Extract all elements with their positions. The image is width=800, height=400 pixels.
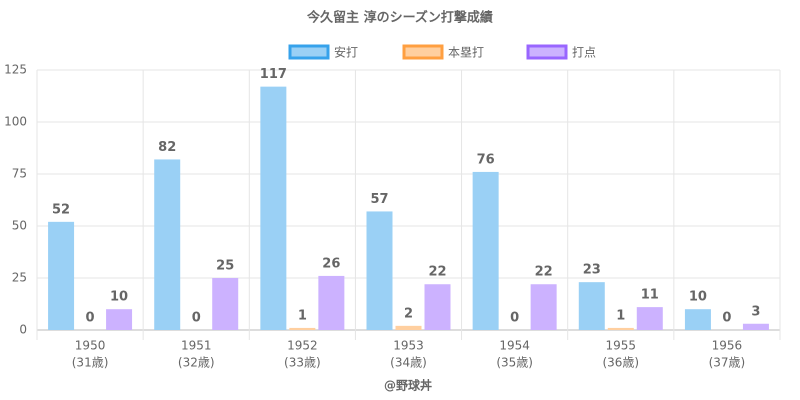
x-tick-sublabel: (31歳): [72, 356, 109, 370]
data-label: 0: [510, 311, 519, 326]
bar: [366, 211, 393, 330]
x-tick-sublabel: (33歳): [284, 356, 321, 370]
bar: [289, 327, 316, 330]
bar: [742, 323, 769, 330]
bar: [395, 325, 422, 330]
bar: [684, 309, 711, 330]
x-tick-sublabel: (35歳): [496, 356, 533, 370]
data-label: 1: [616, 308, 625, 323]
data-label: 2: [404, 306, 413, 321]
data-label: 82: [158, 140, 176, 155]
data-label: 10: [689, 290, 707, 305]
data-label: 0: [192, 311, 201, 326]
bar: [318, 275, 345, 330]
source: @野球丼: [384, 378, 432, 393]
bar: [578, 282, 605, 330]
data-label: 22: [428, 265, 446, 280]
x-tick-label: 1955: [606, 339, 637, 353]
bar: [154, 159, 181, 330]
legend-swatch: [402, 44, 444, 60]
y-tick-label: 0: [19, 323, 27, 337]
x-tick-sublabel: (34歳): [390, 356, 427, 370]
data-label: 10: [110, 290, 128, 305]
y-tick-label: 25: [12, 271, 27, 285]
bar: [260, 86, 287, 330]
data-label: 76: [477, 152, 495, 167]
data-label: 26: [322, 256, 340, 271]
x-tick-sublabel: (36歳): [602, 356, 639, 370]
bar: [530, 284, 557, 330]
x-tick-label: 1951: [181, 339, 212, 353]
bar: [212, 278, 239, 330]
bar: [472, 171, 499, 330]
bar: [636, 307, 663, 330]
data-label: 23: [583, 263, 601, 278]
legend-label: 打点: [572, 46, 596, 60]
y-tick-label: 125: [4, 63, 27, 77]
bar: [424, 284, 451, 330]
x-tick-sublabel: (37歳): [709, 356, 746, 370]
y-tick-label: 100: [4, 115, 27, 129]
x-tick-label: 1956: [712, 339, 743, 353]
x-tick-sublabel: (32歳): [178, 356, 215, 370]
data-label: 57: [370, 192, 388, 207]
legend-swatch: [288, 44, 330, 60]
bar: [48, 221, 75, 330]
x-tick-label: 1954: [499, 339, 530, 353]
legend-swatch: [526, 44, 568, 60]
data-label: 22: [535, 265, 553, 280]
data-label: 11: [641, 288, 659, 303]
data-label: 3: [751, 304, 760, 319]
data-label: 0: [722, 311, 731, 326]
data-label: 52: [52, 202, 70, 217]
bar: [607, 327, 634, 330]
y-tick-label: 50: [12, 219, 27, 233]
chart-title: 今久留主 淳のシーズン打撃成績: [306, 10, 493, 26]
x-tick-label: 1950: [75, 339, 106, 353]
x-tick-label: 1952: [287, 339, 318, 353]
data-label: 1: [298, 308, 307, 323]
data-label: 25: [216, 259, 234, 274]
x-tick-label: 1953: [393, 339, 424, 353]
legend-label: 本塁打: [448, 46, 484, 60]
data-label: 117: [260, 67, 287, 82]
bar: [106, 309, 133, 330]
data-label: 0: [86, 311, 95, 326]
y-tick-label: 75: [12, 167, 27, 181]
legend-label: 安打: [334, 45, 358, 60]
